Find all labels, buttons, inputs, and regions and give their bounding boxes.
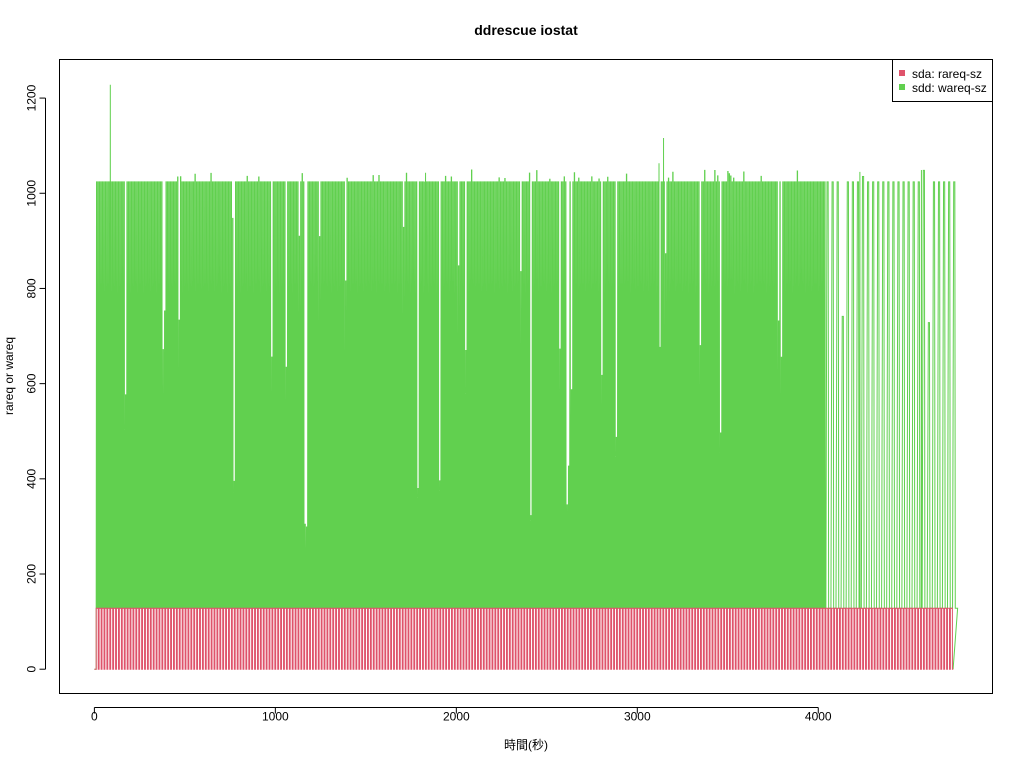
x-axis-label: 時間(秒) (504, 738, 548, 752)
x-tick-label: 1000 (262, 710, 289, 724)
series-line-sda-rareq-sz (94, 607, 954, 670)
legend-swatch-sdd (899, 84, 905, 90)
y-tick-label: 800 (25, 278, 39, 298)
x-tick-label: 3000 (624, 710, 651, 724)
legend: sda: rareq-sz sdd: wareq-sz (892, 59, 993, 102)
y-tick-label: 200 (25, 564, 39, 584)
legend-label-sdd: sdd: wareq-sz (912, 81, 987, 95)
y-tick-label: 1000 (25, 180, 39, 207)
y-tick-label: 1200 (25, 84, 39, 111)
y-axis-label: rareq or wareq (2, 337, 16, 415)
chart-title: ddrescue iostat (474, 22, 578, 38)
y-axis: 0 200 400 600 800 1000 1200 (25, 84, 46, 673)
legend-box (892, 59, 993, 102)
y-tick-label: 600 (25, 373, 39, 393)
legend-label-sda: sda: rareq-sz (912, 67, 982, 81)
x-tick-label: 0 (91, 710, 98, 724)
x-tick-label: 4000 (805, 710, 832, 724)
series-line-sdd-wareq-sz (94, 84, 959, 670)
x-tick-label: 2000 (443, 710, 470, 724)
plot-frame (59, 59, 993, 694)
series-layer (94, 84, 959, 670)
legend-swatch-sda (899, 70, 905, 76)
y-tick-label: 0 (25, 666, 39, 673)
y-tick-label: 400 (25, 468, 39, 488)
x-axis: 0 1000 2000 3000 4000 (91, 707, 832, 724)
